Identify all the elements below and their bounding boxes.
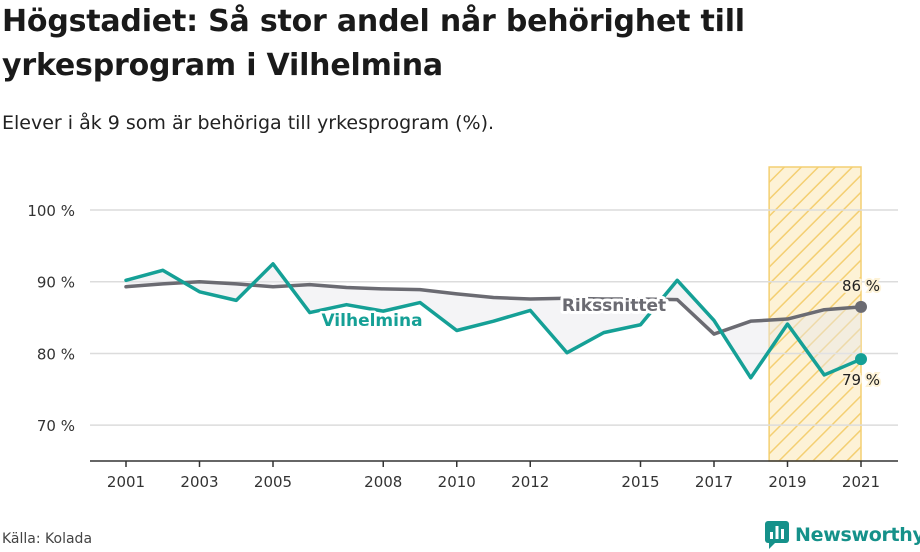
chart-title: Högstadiet: Så stor andel når behörighet… <box>2 4 745 83</box>
brand-logo[interactable]: Newsworthy <box>765 521 920 549</box>
vilhelmina-line <box>124 262 863 380</box>
x-tick-label: 2017 <box>695 473 733 491</box>
x-tick-label: 2003 <box>180 473 218 491</box>
chart-subtitle: Elever i åk 9 som är behöriga till yrkes… <box>2 112 495 134</box>
brand-name: Newsworthy <box>795 524 920 546</box>
source-note: Källa: Kolada <box>2 531 93 547</box>
x-tick-label: 2021 <box>842 473 880 491</box>
y-tick-label: 70 % <box>37 417 75 435</box>
end-label-rikssnittet: 86 % <box>842 277 880 295</box>
highlight-band <box>768 166 862 462</box>
y-tick-label: 100 % <box>27 202 75 220</box>
series-label-vilhelmina: Vilhelmina <box>321 311 422 331</box>
y-tick-label: 90 % <box>37 274 75 292</box>
x-tick-label: 2010 <box>438 473 476 491</box>
newsworthy-chart-logo-icon <box>765 521 789 549</box>
rikssnittet-line <box>124 279 863 336</box>
y-tick-label: 80 % <box>37 345 75 363</box>
series-label-rikssnittet: Rikssnittet <box>562 296 666 316</box>
rikssnittet-point <box>855 300 867 313</box>
x-tick-label: 2008 <box>364 473 402 491</box>
x-tick-label: 2015 <box>621 473 659 491</box>
x-tick-label: 2001 <box>107 473 145 491</box>
x-tick-label: 2005 <box>254 473 292 491</box>
vilhelmina-point <box>855 353 867 366</box>
x-tick-label: 2012 <box>511 473 549 491</box>
x-tick-label: 2019 <box>768 473 806 491</box>
end-label-vilhelmina: 79 % <box>842 371 880 389</box>
